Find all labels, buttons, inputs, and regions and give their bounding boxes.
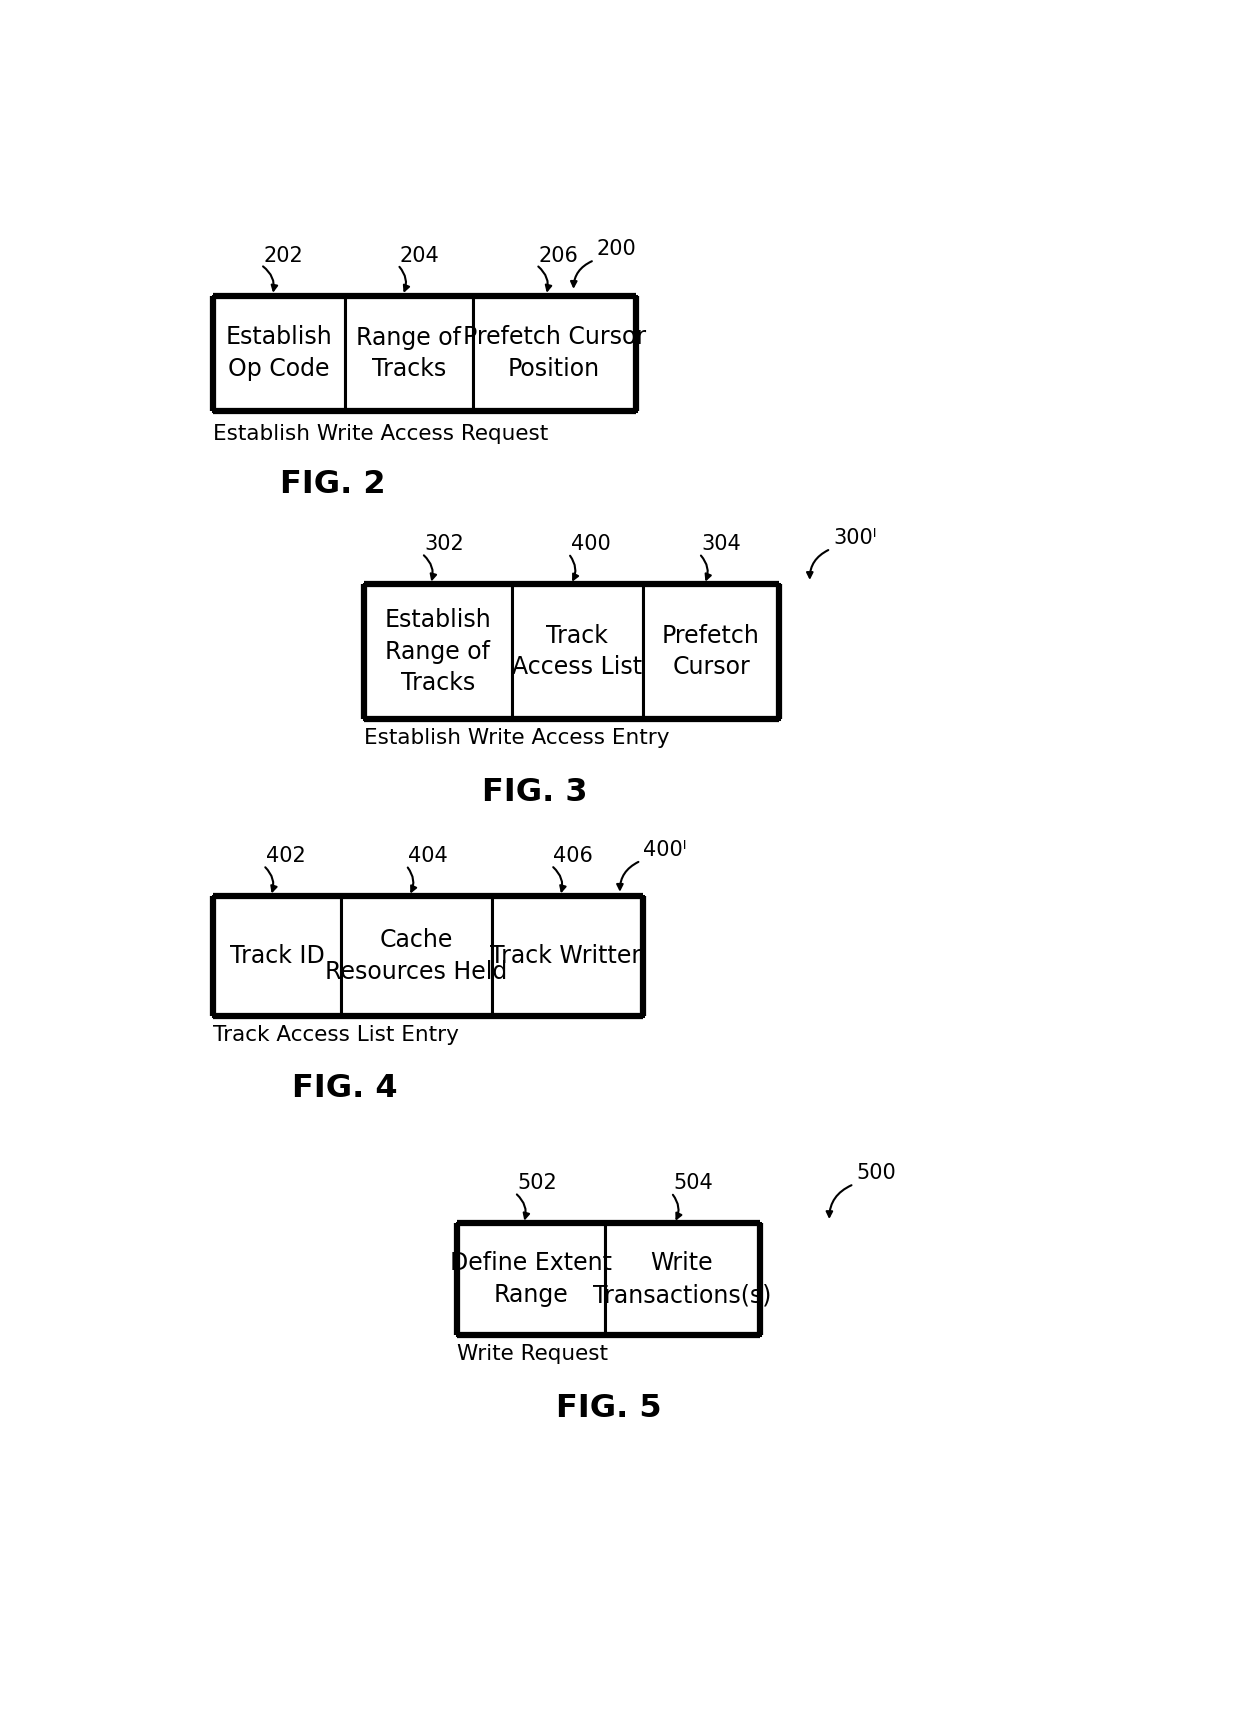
Text: 502: 502 — [517, 1173, 557, 1194]
Text: Prefetch
Cursor: Prefetch Cursor — [662, 624, 760, 680]
Text: Cache
Resources Held: Cache Resources Held — [325, 928, 507, 983]
Text: 402: 402 — [265, 845, 305, 866]
Text: 404: 404 — [408, 845, 448, 866]
Text: 202: 202 — [263, 245, 303, 266]
Bar — [345, 295, 472, 411]
Text: Establish Write Access Entry: Establish Write Access Entry — [365, 728, 670, 749]
Text: Prefetch Cursor
Position: Prefetch Cursor Position — [463, 326, 646, 381]
Text: Establish
Range of
Tracks: Establish Range of Tracks — [384, 609, 491, 695]
Text: Write Request: Write Request — [458, 1344, 609, 1364]
Text: 406: 406 — [553, 845, 593, 866]
Bar — [365, 585, 511, 719]
Text: 500: 500 — [857, 1163, 897, 1183]
Text: Define Extent
Range: Define Extent Range — [450, 1251, 611, 1308]
Text: 200: 200 — [596, 240, 636, 259]
Text: 400ᴵ: 400ᴵ — [644, 840, 687, 861]
Text: FIG. 5: FIG. 5 — [556, 1392, 661, 1423]
Text: Range of
Tracks: Range of Tracks — [356, 326, 461, 381]
Bar — [458, 1223, 605, 1335]
Text: 302: 302 — [424, 535, 464, 554]
Bar — [341, 897, 492, 1016]
Text: Write
Transactions(s): Write Transactions(s) — [593, 1251, 771, 1308]
Text: 204: 204 — [399, 245, 440, 266]
Text: 304: 304 — [702, 535, 742, 554]
Text: Track
Access List: Track Access List — [512, 624, 642, 680]
Bar — [605, 1223, 759, 1335]
Text: 300ᴵ: 300ᴵ — [833, 528, 877, 549]
Text: Establish Write Access Request: Establish Write Access Request — [213, 424, 548, 443]
Text: 504: 504 — [673, 1173, 713, 1194]
Bar — [511, 585, 644, 719]
Bar — [492, 897, 644, 1016]
Bar — [213, 295, 345, 411]
Text: 400: 400 — [570, 535, 610, 554]
Text: FIG. 4: FIG. 4 — [293, 1073, 398, 1104]
Text: 206: 206 — [538, 245, 578, 266]
Text: Track Written: Track Written — [490, 944, 646, 968]
Text: FIG. 2: FIG. 2 — [280, 469, 386, 500]
Text: Track ID: Track ID — [229, 944, 325, 968]
Text: Track Access List Entry: Track Access List Entry — [213, 1025, 459, 1045]
Text: FIG. 3: FIG. 3 — [482, 776, 588, 807]
Text: Establish
Op Code: Establish Op Code — [226, 326, 332, 381]
Bar — [213, 897, 341, 1016]
Bar — [644, 585, 779, 719]
Bar — [472, 295, 635, 411]
